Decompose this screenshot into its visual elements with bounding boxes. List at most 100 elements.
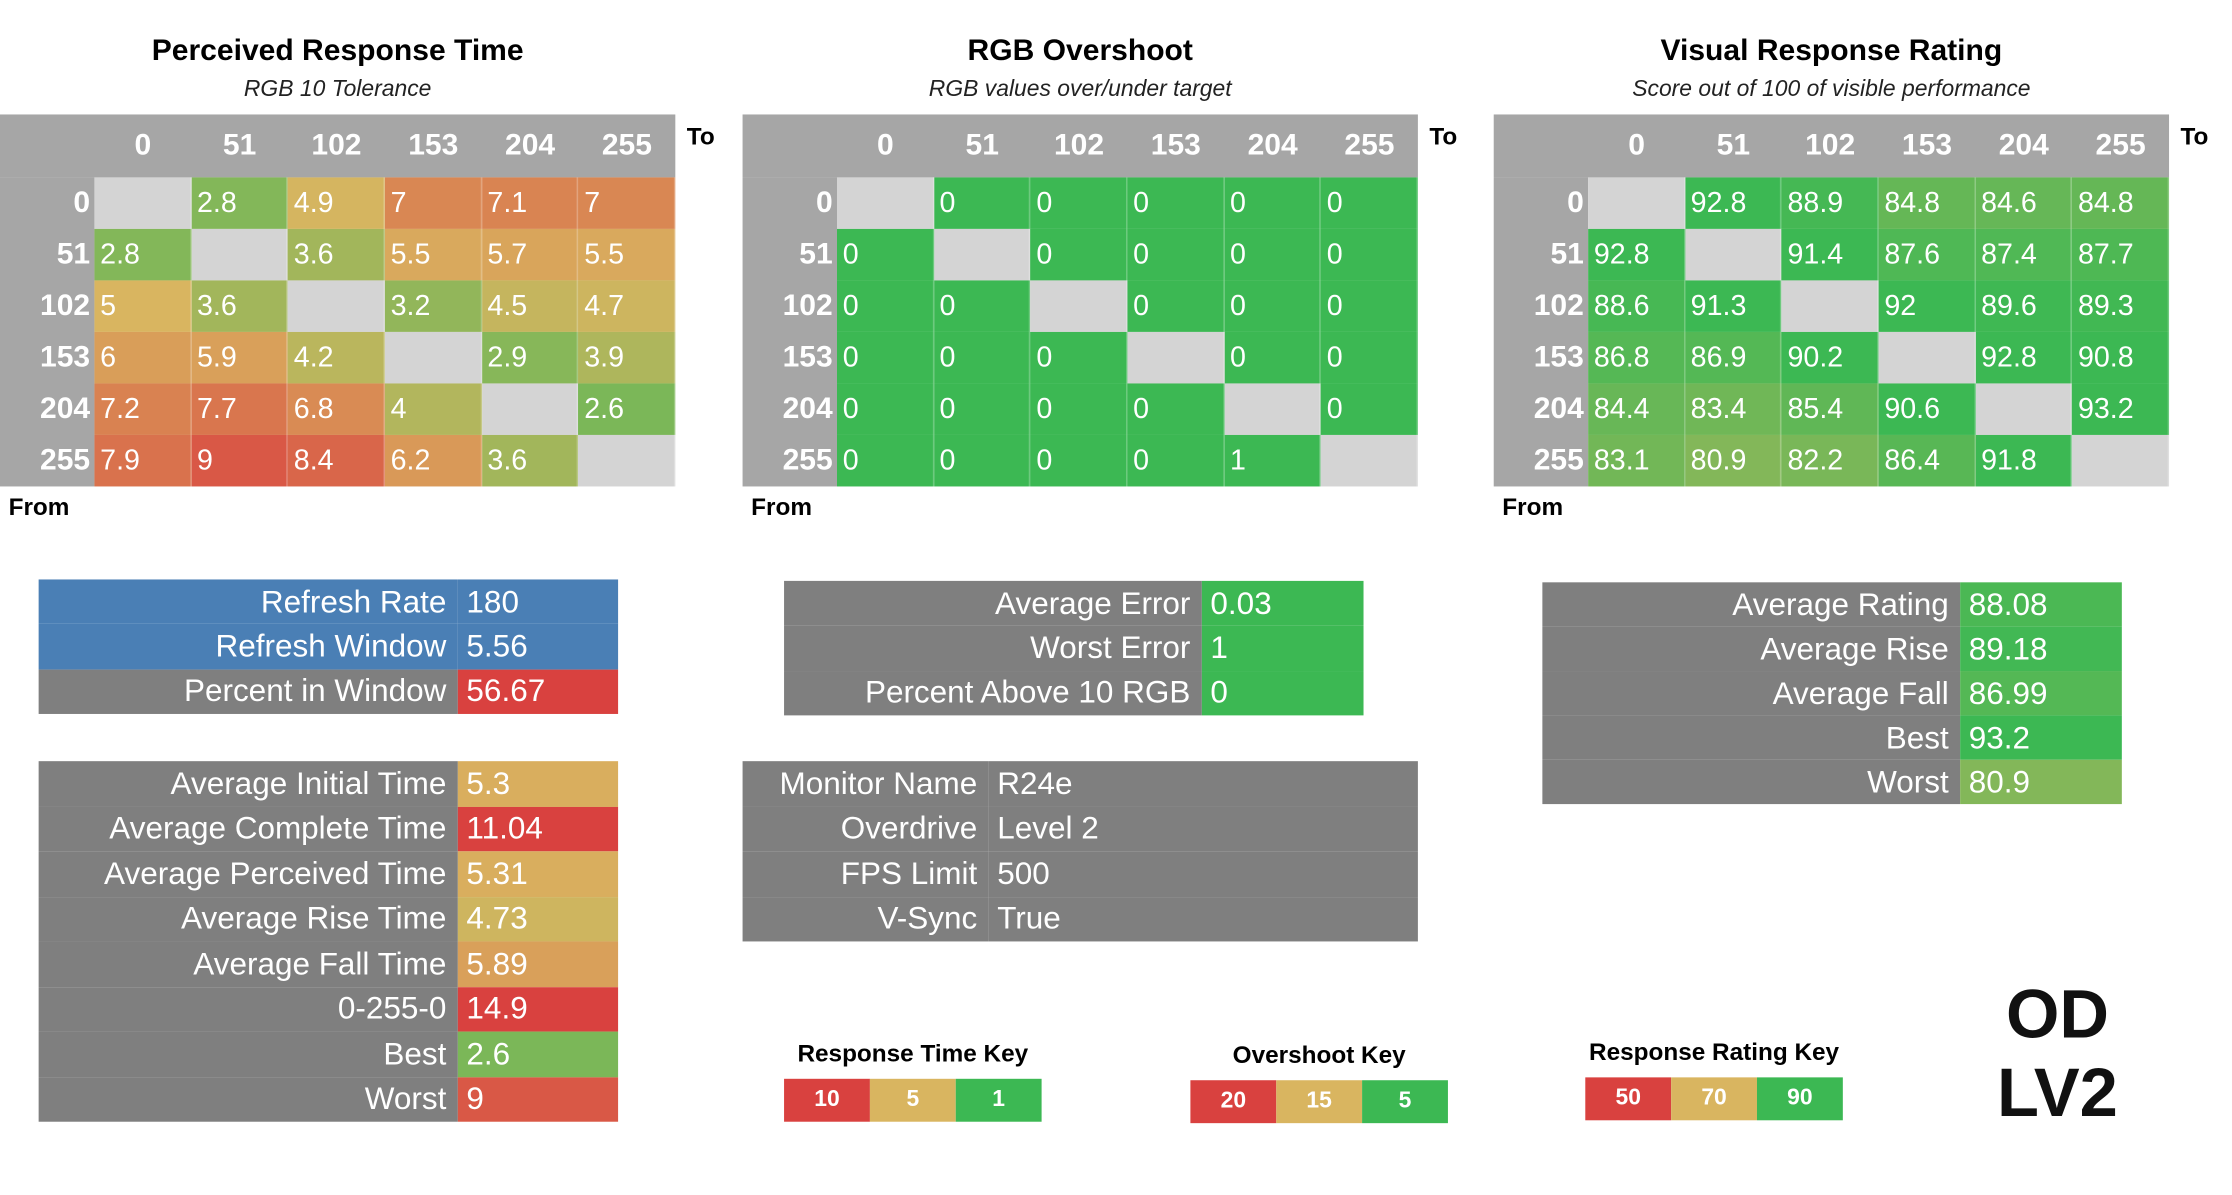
- monitor-info-label: Monitor Name: [742, 761, 989, 807]
- refresh-stat-label: Refresh Rate: [38, 579, 458, 625]
- matrix-cell: 3.2: [384, 280, 482, 332]
- matrix-cell: 0: [1030, 177, 1128, 229]
- matrix-cell: [1878, 331, 1976, 384]
- matrix-cell: 2.8: [94, 228, 192, 281]
- column-header: 102: [311, 128, 362, 162]
- matrix-cell: 0: [837, 228, 934, 281]
- matrix-cell: 0: [837, 434, 934, 487]
- matrix-cell: 88.6: [1588, 280, 1685, 332]
- time-stat-label: Average Fall Time: [38, 941, 458, 987]
- matrix-cell: 5.5: [578, 228, 676, 281]
- row-header: 204: [782, 392, 833, 425]
- column-header: 0: [877, 128, 894, 162]
- rating-stat-label: Average Rise: [1542, 626, 1961, 672]
- matrix-cell: 0: [837, 331, 934, 384]
- rating-stat-label: Best: [1542, 715, 1961, 760]
- refresh-stat-label: Percent in Window: [38, 669, 458, 714]
- row-header: 153: [782, 340, 833, 374]
- matrix-cell: 0: [1030, 331, 1128, 384]
- time-stat-value: 5.31: [457, 851, 619, 897]
- overshoot-stat-label: Worst Error: [784, 625, 1202, 671]
- column-header: 51: [222, 128, 257, 162]
- row-label-bg: [1493, 177, 1589, 487]
- refresh-stat-value: 180: [457, 579, 619, 625]
- monitor-info-label: V-Sync: [742, 896, 989, 942]
- rating-stat-value: 89.18: [1960, 626, 2122, 672]
- key-entry: 1: [955, 1078, 1042, 1122]
- time-stat-value: 11.04: [457, 806, 619, 852]
- matrix-cell: 85.4: [1781, 383, 1879, 435]
- key-entry: 90: [1756, 1077, 1843, 1121]
- matrix-cell: 7: [578, 177, 676, 229]
- matrix-title: RGB Overshoot: [967, 34, 1193, 68]
- mode-label: OD: [2005, 977, 2109, 1054]
- matrix-cell: 84.4: [1588, 383, 1685, 435]
- matrix-cell: [481, 383, 579, 435]
- matrix-cell: 4.5: [481, 280, 579, 332]
- matrix-cell: 2.6: [578, 383, 676, 435]
- matrix-subtitle: RGB values over/under target: [928, 77, 1232, 102]
- matrix-cell: 84.6: [1975, 177, 2073, 229]
- header-bg: [742, 114, 1418, 178]
- rating-stat-value: 93.2: [1960, 715, 2122, 760]
- to-label: To: [686, 123, 715, 151]
- key-entry: 10: [784, 1078, 870, 1122]
- column-header: 153: [1901, 128, 1953, 162]
- matrix-cell: 4: [384, 383, 482, 435]
- refresh-stat-value: 5.56: [457, 624, 619, 670]
- matrix-cell: 92.8: [1588, 228, 1685, 281]
- row-header: 153: [39, 340, 91, 374]
- matrix-cell: 0: [837, 280, 934, 332]
- matrix-cell: 86.8: [1588, 331, 1685, 384]
- overshoot-stat-value: 0: [1201, 670, 1364, 716]
- matrix-cell: 4.2: [288, 331, 385, 384]
- matrix-cell: 4.9: [288, 177, 385, 229]
- from-label: From: [8, 493, 70, 521]
- matrix-cell: 5.9: [191, 331, 289, 384]
- matrix-cell: [1781, 280, 1879, 332]
- key-title: Overshoot Key: [1232, 1041, 1406, 1069]
- matrix-cell: 86.4: [1878, 434, 1976, 487]
- matrix-cell: 0: [933, 434, 1031, 487]
- column-header: 153: [1150, 128, 1201, 162]
- matrix-cell: 0: [1127, 383, 1225, 435]
- matrix-cell: 83.4: [1684, 383, 1782, 435]
- matrix-subtitle: RGB 10 Tolerance: [243, 77, 432, 102]
- matrix-cell: 8.4: [288, 434, 385, 487]
- row-header: 102: [39, 289, 91, 322]
- matrix-cell: 0: [1030, 434, 1128, 487]
- matrix-cell: 92.8: [1684, 177, 1782, 229]
- monitor-info-value: Level 2: [988, 806, 1418, 852]
- column-header: 255: [1344, 128, 1395, 162]
- mode-label: LV2: [1997, 1055, 2118, 1132]
- column-header: 0: [1628, 128, 1645, 162]
- matrix-cell: 87.7: [2072, 228, 2170, 281]
- refresh-stat-label: Refresh Window: [38, 624, 458, 670]
- row-header: 51: [56, 237, 91, 271]
- row-header: 51: [799, 237, 833, 271]
- matrix-cell: [191, 228, 289, 281]
- refresh-stat-value: 56.67: [457, 669, 619, 714]
- row-header: 102: [782, 289, 833, 322]
- matrix-cell: 84.8: [2072, 177, 2170, 229]
- time-stat-label: Best: [38, 1031, 458, 1077]
- matrix-cell: [933, 228, 1031, 281]
- matrix-cell: 0: [1224, 280, 1322, 332]
- rating-stat-label: Worst: [1542, 759, 1961, 805]
- from-label: From: [751, 493, 812, 521]
- matrix-cell: 1: [1224, 434, 1322, 487]
- key-entry: 20: [1190, 1080, 1277, 1124]
- matrix-cell: 2.9: [481, 331, 579, 384]
- row-header: 0: [1567, 186, 1584, 219]
- column-header: 204: [1247, 128, 1298, 162]
- matrix-cell: 0: [1127, 228, 1225, 281]
- rating-stat-label: Average Fall: [1542, 671, 1961, 716]
- to-label: To: [1429, 123, 1458, 151]
- matrix-cell: 91.8: [1975, 434, 2073, 487]
- from-label: From: [1502, 493, 1564, 521]
- row-label-bg: [0, 177, 95, 487]
- matrix-cell: [1321, 434, 1418, 487]
- matrix-cell: 92: [1878, 280, 1976, 332]
